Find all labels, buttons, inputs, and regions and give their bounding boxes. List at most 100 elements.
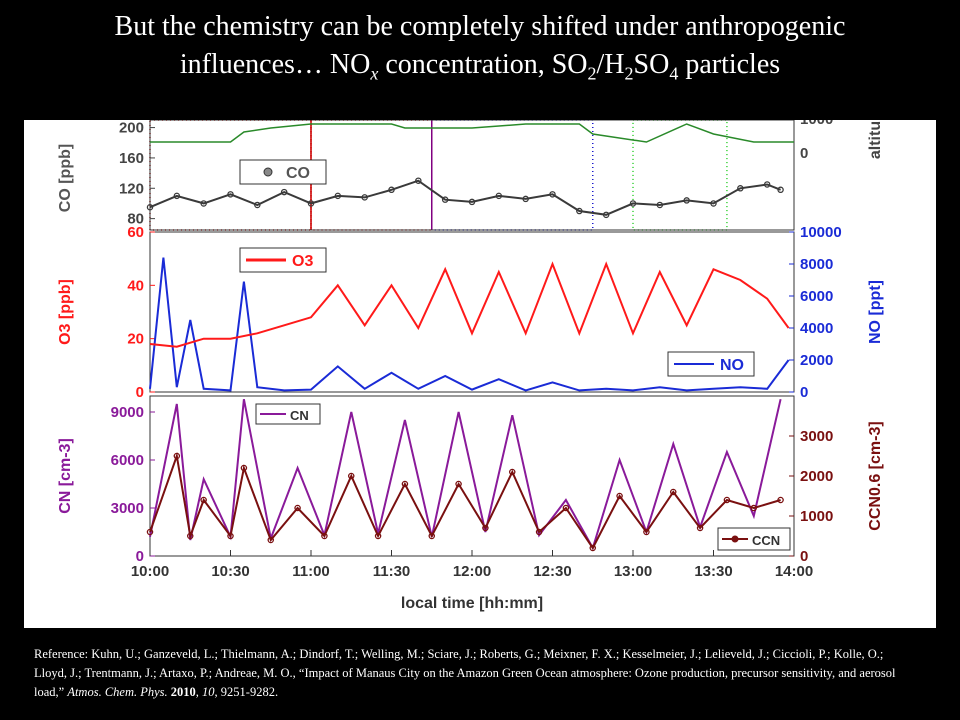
ccn-axis-tick-label: 2000 [800,468,833,485]
no-axis-tick-label: 6000 [800,288,833,305]
co-series-point [683,197,690,204]
co-series-point [227,191,234,198]
ccn-series-point [643,528,650,536]
co-legend-marker [263,167,273,177]
co-series-point [629,200,637,207]
no-axis-tick-label: 8000 [800,256,833,273]
title-sub: 2 [587,63,597,84]
panel-frame-2 [149,231,795,393]
x-tick-label: 12:00 [453,563,491,580]
ccn-legend-box [717,527,791,551]
x-tick-label: 12:30 [533,563,571,580]
x-tick-label: 13:00 [614,563,652,580]
co-series-point [576,207,583,215]
ccn-axis-tick-label: 3000 [800,428,833,445]
co-series-point [280,188,288,196]
co-series-point [307,200,315,207]
reference-pages: , 9251-9282. [214,685,279,699]
no-axis-tick-label: 10000 [800,224,842,241]
co-series-point [710,200,717,207]
cn-axis-label: CN [cm-3] [57,438,74,514]
cn-axis-tick-label: 3000 [111,500,144,517]
ccn-series-point [750,504,758,512]
ccn-series-point [186,532,194,540]
ccn-series-point [508,468,516,476]
ccn-series-point [347,472,355,480]
chart-figure: 8012016020001000CO [ppb]altituCO02040600… [24,120,936,628]
no-axis-tick-label: 2000 [800,352,833,369]
co-legend-box [239,159,327,185]
title-part: /H [596,49,625,80]
reference-authors: Reference: Kuhn, U.; Ganzeveld, L.; Thie… [34,647,896,699]
title-part: concentration, SO [378,49,588,80]
ccn-series-point [321,532,328,540]
x-tick-label: 11:00 [292,563,330,580]
co-series-point [388,186,395,194]
ccn-series-line [149,452,781,550]
ccn-series-point [374,532,382,540]
ccn-series-point [401,480,409,488]
o3-axis-label: O3 [ppb] [57,279,74,345]
o3-axis-tick-label: 20 [127,331,144,348]
no-legend-label: NO [720,357,744,374]
reference-journal: Atmos. Chem. Phys. [67,685,168,699]
co-axis-tick-label: 160 [119,150,144,167]
title-line-1: But the chemistry can be completely shif… [114,11,846,42]
no-series-line [149,257,790,392]
cn-axis-tick-label: 9000 [111,404,144,421]
ccn-axis-label: CCN0.6 [cm-3] [867,421,884,530]
ccn-series-point [267,536,274,544]
co-series-point [334,192,342,200]
co-series-point [146,203,154,211]
x-axis-label: local time [hh:mm] [401,595,543,612]
x-tick-label: 10:00 [131,563,169,580]
ccn-series-point [428,532,435,540]
cn-legend-label: CN [290,408,309,423]
co-axis-label: CO [ppb] [57,144,74,212]
cn-axis-tick-label: 0 [136,548,144,565]
x-tick-label: 10:30 [211,563,249,580]
o3-axis-tick-label: 60 [127,224,144,241]
ccn-series-point [294,504,301,512]
altitude-tick-label: 0 [800,145,808,162]
ccn-series-point [227,532,234,540]
co-series-point [200,200,207,207]
altitude-axis-label: altitu [867,121,884,159]
ccn-legend-label: CCN [752,533,780,548]
segment-box-blue [431,120,594,231]
reference-volume: 10 [202,685,215,699]
ccn-series-point [562,504,570,512]
ccn-series-point [173,452,181,460]
co-series-point [602,211,610,219]
co-series-point [361,194,368,201]
ccn-series-point [723,496,731,504]
reference-text: Reference: Kuhn, U.; Ganzeveld, L.; Thie… [34,647,896,699]
x-tick-label: 11:30 [373,563,411,580]
co-axis-tick-label: 80 [127,211,144,228]
co-series-point [254,201,261,209]
title-sub: 4 [669,63,679,84]
title-sub-x: x [370,63,379,84]
x-tick-label: 13:30 [694,563,732,580]
title-part: SO [633,49,670,80]
co-series-point [737,185,744,192]
reference-year: 2010 [170,685,196,699]
ccn-series-point [482,524,489,532]
co-series-point [656,201,664,209]
co-series-point [522,195,529,203]
ccn-series-point [146,528,154,536]
o3-axis-tick-label: 40 [127,277,144,294]
no-axis-tick-label: 0 [800,384,808,401]
chart-svg: 8012016020001000CO [ppb]altituCO02040600… [57,120,884,612]
co-series-point [549,191,556,198]
no-axis-label: NO [ppt] [867,280,884,344]
slide-title: But the chemistry can be completely shif… [20,8,940,93]
co-axis-tick-label: 120 [119,180,144,197]
co-series-point [777,186,784,194]
cn-axis-tick-label: 6000 [111,452,144,469]
segment-box-green [632,120,728,231]
altitude-tick-label: 1000 [800,120,833,128]
ccn-series-point [535,528,543,536]
co-series-point [441,196,449,203]
segment-box-red-2 [310,120,433,231]
